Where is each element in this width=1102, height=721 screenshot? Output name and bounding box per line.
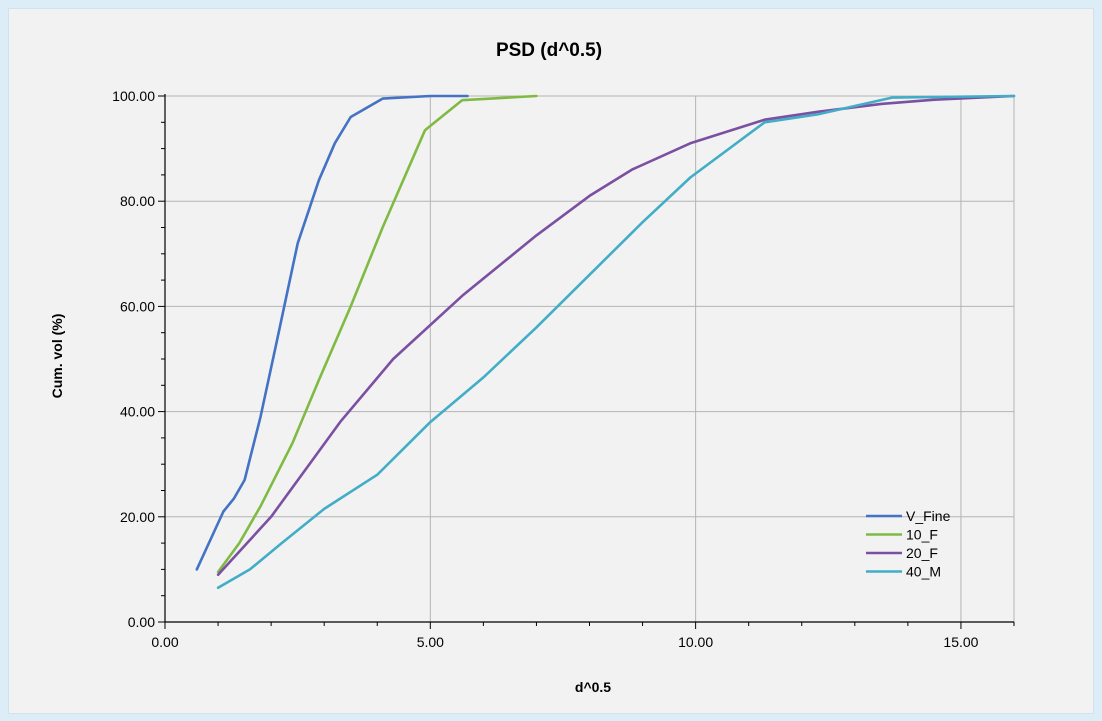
y-tick-label: 100.00 <box>112 88 155 104</box>
series-line-v-fine <box>195 94 469 571</box>
y-tick-label: 0.00 <box>128 614 155 630</box>
series-line-40-m <box>216 94 1016 590</box>
series-lines <box>195 94 1016 590</box>
chart-panel: PSD (d^0.5) 0.00 5.00 10.00 15.00 0.00 20.00 4… <box>8 8 1094 714</box>
chart-title: PSD (d^0.5) <box>496 40 602 61</box>
x-tick-label: 5.00 <box>417 634 444 650</box>
y-tick-label: 80.00 <box>120 193 155 209</box>
x-tick-label: 0.00 <box>151 634 178 650</box>
axes <box>158 94 1015 629</box>
grid <box>165 95 1015 622</box>
legend-label-40-m: 40_M <box>906 564 941 580</box>
series-line-10-f <box>216 94 538 574</box>
legend-label-v-fine: V_Fine <box>906 508 951 524</box>
series-line-20-f <box>216 94 1016 576</box>
y-tick-label: 20.00 <box>120 509 155 525</box>
x-tick-label: 10.00 <box>678 634 713 650</box>
y-axis-label: Cum. vol (%) <box>49 314 65 399</box>
legend: V_Fine 10_F 20_F 40_M <box>866 508 951 580</box>
y-tick-label: 40.00 <box>120 404 155 420</box>
tick-labels: 0.00 5.00 10.00 15.00 0.00 20.00 40.00 60.00 80.… <box>112 88 978 650</box>
legend-label-10-f: 10_F <box>906 527 938 543</box>
legend-label-20-f: 20_F <box>906 545 938 561</box>
x-tick-label: 15.00 <box>943 634 978 650</box>
x-axis-label: d^0.5 <box>575 679 611 695</box>
psd-chart: PSD (d^0.5) 0.00 5.00 10.00 15.00 0.00 20.00 4… <box>49 40 1016 695</box>
y-tick-label: 60.00 <box>120 298 155 314</box>
